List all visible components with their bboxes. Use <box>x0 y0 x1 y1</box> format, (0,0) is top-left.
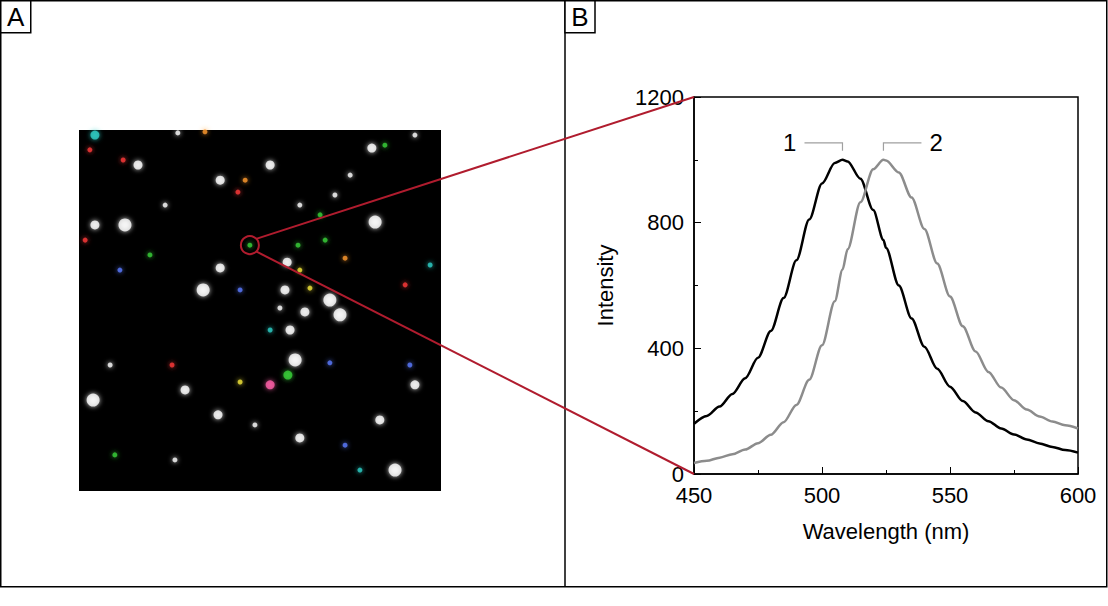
svg-text:1200: 1200 <box>635 85 684 110</box>
svg-text:550: 550 <box>932 483 969 508</box>
svg-text:Wavelength (nm): Wavelength (nm) <box>803 519 970 544</box>
svg-text:450: 450 <box>676 483 713 508</box>
svg-text:Intensity: Intensity <box>593 245 618 327</box>
svg-text:A: A <box>7 2 25 32</box>
svg-text:400: 400 <box>647 336 684 361</box>
svg-text:B: B <box>571 2 588 32</box>
svg-text:800: 800 <box>647 210 684 235</box>
svg-text:500: 500 <box>804 483 841 508</box>
svg-text:0: 0 <box>671 461 684 487</box>
svg-text:600: 600 <box>1060 483 1097 508</box>
svg-text:2: 2 <box>929 129 942 156</box>
svg-text:1: 1 <box>783 129 796 156</box>
